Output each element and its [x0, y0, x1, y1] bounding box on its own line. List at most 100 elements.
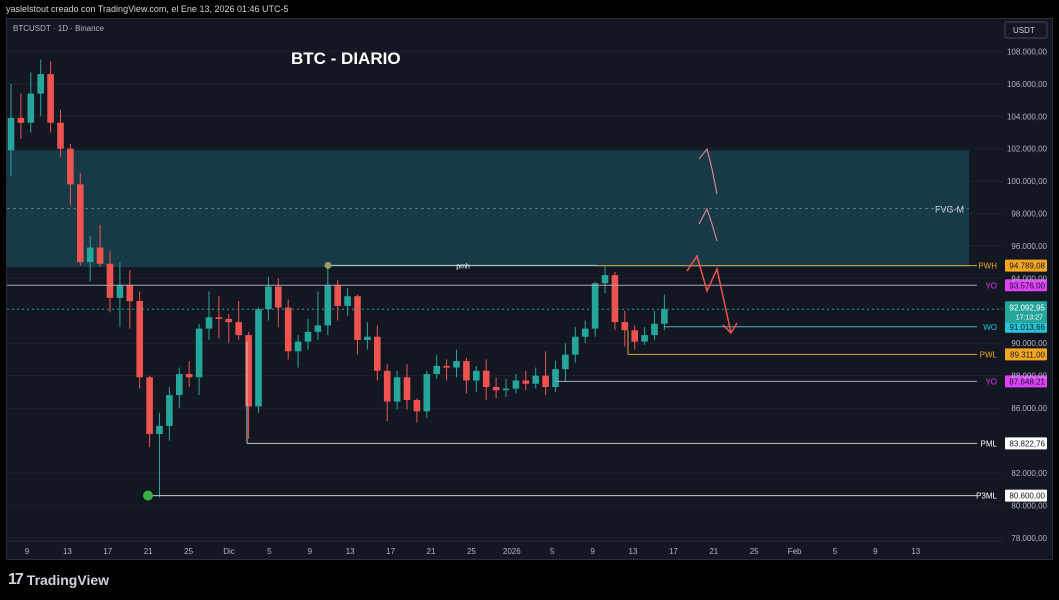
candle-body [433, 365, 440, 375]
candlestick-chart[interactable]: FVG-M PWH 94.789,08 YO 93.576,00 WO 91.013,66 P… [7, 19, 1053, 560]
candle-body [522, 380, 530, 384]
candle-body [215, 317, 223, 319]
level-label: PWH [978, 262, 997, 271]
candle-body [611, 275, 619, 323]
level-label: P3ML [976, 492, 997, 501]
y-tick-label: 90.000,00 [1011, 339, 1047, 348]
x-tick-label: 5 [833, 547, 838, 556]
y-tick-label: 94.000,00 [1011, 274, 1047, 283]
candle-body [7, 117, 15, 151]
price-tag-bg [1005, 375, 1047, 388]
y-tick-label: 86.000,00 [1011, 404, 1047, 413]
price-tag-text: 89.311,00 [1010, 350, 1046, 359]
x-tick-label: 13 [629, 547, 638, 556]
tradingview-logo-icon: 17 [8, 571, 24, 588]
candle-body [57, 122, 64, 149]
y-tick-label: 98.000,00 [1011, 210, 1047, 219]
candle-body [492, 386, 500, 391]
price-tag-text: 94.789,08 [1009, 262, 1045, 271]
candle-body [552, 369, 559, 387]
candle-body [502, 388, 510, 391]
candle-body [176, 374, 183, 396]
y-tick-label: 82.000,00 [1011, 469, 1047, 478]
candle-body [37, 74, 44, 94]
candle-body [631, 330, 638, 342]
candle-body [324, 284, 332, 326]
candle-body [284, 307, 292, 352]
price-tag-bg [1005, 320, 1047, 333]
last-price-tag [1005, 301, 1047, 324]
candle-body [106, 263, 114, 298]
candle-body [542, 375, 549, 387]
x-tick-label: 2026 [503, 547, 521, 556]
candle-body [156, 425, 163, 435]
chart-title: BTC - DIARIO [291, 49, 401, 68]
candle-body [294, 341, 302, 352]
candle-body [77, 184, 84, 263]
price-tag-bg [1005, 489, 1047, 502]
y-tick-label: 104.000,00 [1007, 112, 1048, 121]
candle-body [225, 318, 233, 323]
candle-body [96, 247, 104, 264]
symbol-label: BTCUSDT · 1D · Binance [13, 24, 105, 33]
candle-body [453, 361, 460, 368]
y-tick-label: 100.000,00 [1007, 177, 1048, 186]
currency-box [1004, 21, 1048, 39]
candle-body [473, 370, 480, 381]
candle-body [344, 296, 351, 306]
candle-body [641, 335, 648, 342]
candle-body [136, 301, 143, 378]
currency-label: USDT [1013, 26, 1035, 35]
candle-body [581, 328, 589, 337]
candle-body [532, 375, 539, 384]
x-tick-label: 21 [709, 547, 718, 556]
y-tick-label: 102.000,00 [1007, 145, 1048, 154]
candle-body [443, 365, 450, 368]
candle-body [403, 377, 411, 400]
candle-body [354, 296, 361, 340]
y-tick-label: 96.000,00 [1011, 242, 1047, 251]
pmh-label: pmh [456, 263, 470, 270]
x-tick-label: 17 [669, 547, 678, 556]
candle-body [27, 93, 35, 123]
candle-body [304, 331, 312, 342]
x-tick-label: 25 [750, 547, 759, 556]
arrow-head [722, 322, 738, 335]
candle-body [195, 328, 203, 378]
candle-body [383, 370, 391, 402]
candle-body [116, 284, 124, 298]
level-label: WO [983, 323, 997, 332]
price-tag-text: 93.576,00 [1009, 281, 1045, 290]
candle-body [47, 74, 54, 123]
x-tick-label: 21 [144, 547, 153, 556]
candle-body [591, 283, 599, 329]
candle-body [265, 286, 272, 310]
tradingview-logo[interactable]: 17 TradingView [8, 571, 109, 589]
candle-body [235, 322, 242, 336]
p3ml-marker [143, 490, 153, 501]
price-tag-bg [1005, 259, 1047, 272]
candle-body [393, 377, 401, 402]
chart-background [7, 19, 1052, 559]
x-tick-label: 9 [25, 547, 30, 556]
candle-body [126, 284, 134, 302]
candle-body [245, 335, 252, 407]
y-tick-label: 106.000,00 [1007, 80, 1048, 89]
candle-body [334, 284, 341, 306]
chart-panel[interactable]: FVG-M PWH 94.789,08 YO 93.576,00 WO 91.013,66 P… [6, 18, 1053, 560]
y-tick-label: 108.000,00 [1007, 47, 1048, 56]
pmh-marker [324, 261, 332, 269]
projection-arrow [698, 147, 718, 195]
price-tag-text: 91.013,66 [1009, 323, 1045, 332]
level-label: PML [981, 439, 998, 448]
creator-text: yaslelstout creado con TradingView.com, … [6, 4, 289, 14]
level-label: PWL [980, 350, 998, 359]
candle-body [205, 317, 213, 329]
candle-body [651, 323, 658, 336]
level-label: YO [985, 281, 997, 290]
candle-body [572, 336, 579, 355]
candle-body [601, 275, 609, 284]
fvg-label: FVG-M [935, 205, 964, 215]
candle-body [661, 309, 668, 324]
x-tick-label: 25 [184, 547, 193, 556]
